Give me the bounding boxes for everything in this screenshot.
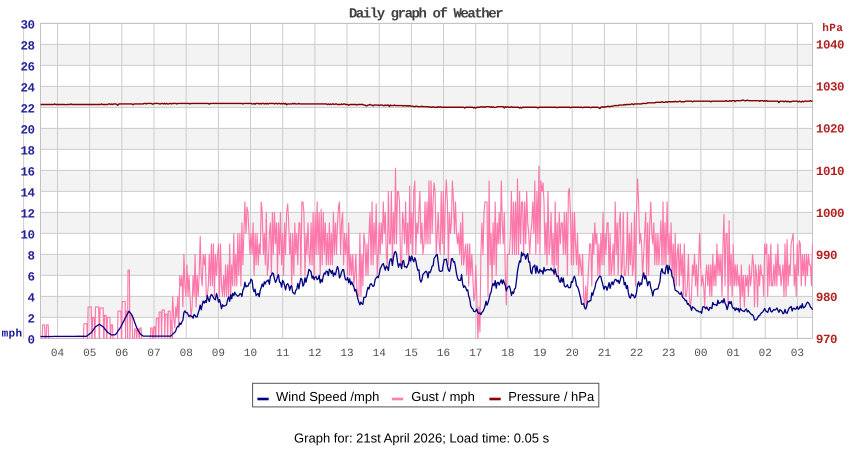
svg-text:14: 14	[20, 186, 35, 200]
svg-text:00: 00	[694, 348, 707, 360]
svg-text:02: 02	[759, 348, 772, 360]
svg-text:1020: 1020	[816, 123, 844, 137]
svg-text:0: 0	[28, 333, 35, 347]
svg-text:19: 19	[533, 348, 546, 360]
svg-text:1000: 1000	[816, 207, 844, 221]
svg-text:18: 18	[501, 348, 514, 360]
svg-text:23: 23	[662, 348, 675, 360]
svg-text:22: 22	[20, 102, 34, 116]
svg-text:2: 2	[28, 312, 35, 326]
svg-text:8: 8	[28, 249, 35, 263]
svg-text:30: 30	[20, 18, 34, 32]
svg-text:20: 20	[20, 123, 34, 137]
svg-text:980: 980	[816, 291, 837, 305]
svg-text:16: 16	[20, 165, 34, 179]
svg-text:04: 04	[51, 348, 65, 360]
svg-text:08: 08	[180, 348, 193, 360]
svg-text:12: 12	[308, 348, 321, 360]
svg-text:1030: 1030	[816, 81, 844, 95]
svg-text:Pressure / hPa: Pressure / hPa	[508, 389, 595, 404]
svg-text:Wind Speed /mph: Wind Speed /mph	[276, 389, 379, 404]
svg-text:4: 4	[28, 291, 36, 305]
svg-text:10: 10	[20, 228, 34, 242]
svg-text:Daily graph of Weather: Daily graph of Weather	[349, 6, 503, 22]
svg-text:18: 18	[20, 144, 34, 158]
svg-text:16: 16	[437, 348, 450, 360]
svg-text:17: 17	[469, 348, 482, 360]
svg-text:05: 05	[83, 348, 96, 360]
svg-text:hPa: hPa	[822, 23, 843, 35]
svg-text:01: 01	[726, 348, 740, 360]
svg-text:15: 15	[405, 348, 418, 360]
svg-text:07: 07	[147, 348, 160, 360]
svg-text:21: 21	[598, 348, 612, 360]
svg-text:22: 22	[630, 348, 643, 360]
svg-text:1010: 1010	[816, 165, 844, 179]
svg-text:6: 6	[28, 270, 35, 284]
svg-text:03: 03	[791, 348, 804, 360]
svg-text:1040: 1040	[816, 39, 844, 53]
svg-text:26: 26	[20, 60, 34, 74]
svg-text:20: 20	[566, 348, 579, 360]
svg-text:Graph for: 21st April 2026; Lo: Graph for: 21st April 2026; Load time: 0…	[294, 430, 550, 445]
svg-text:mph: mph	[2, 329, 23, 341]
svg-text:28: 28	[20, 39, 34, 53]
svg-text:09: 09	[212, 348, 225, 360]
svg-text:10: 10	[244, 348, 257, 360]
svg-text:11: 11	[276, 348, 290, 360]
svg-text:06: 06	[115, 348, 128, 360]
svg-text:12: 12	[20, 207, 34, 221]
svg-text:970: 970	[816, 333, 837, 347]
svg-text:24: 24	[20, 81, 35, 95]
svg-text:13: 13	[340, 348, 353, 360]
svg-text:990: 990	[816, 249, 837, 263]
svg-text:Gust / mph: Gust / mph	[411, 389, 475, 404]
svg-text:14: 14	[373, 348, 387, 360]
